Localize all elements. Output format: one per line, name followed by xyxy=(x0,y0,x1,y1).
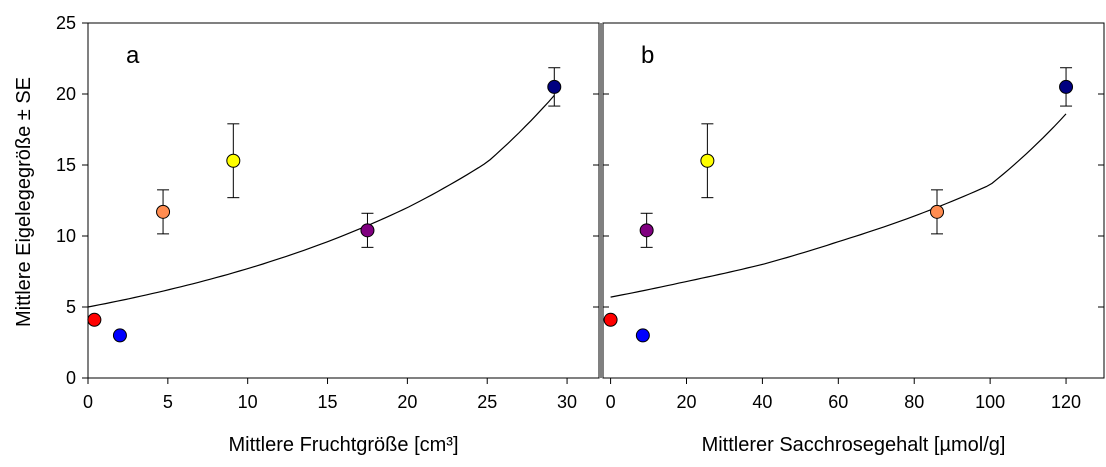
panel-b-x-tick-label: 100 xyxy=(975,392,1005,412)
panel-b-x-tick-label: 80 xyxy=(904,392,924,412)
panel-a-y-tick-label: 20 xyxy=(56,84,76,104)
panel-a-fit-curve xyxy=(87,95,555,308)
panel-a-y-tick-label: 0 xyxy=(66,368,76,388)
panel-b-data-point xyxy=(635,328,650,343)
panel-a-y-tick-label: 15 xyxy=(56,155,76,175)
y-axis-title: Mittlere Eigelegegröße ± SE xyxy=(13,77,35,327)
panel-a-x-tick-label: 20 xyxy=(397,392,417,412)
panel-a-data-point xyxy=(547,79,562,94)
panel-a-x-tick-label: 10 xyxy=(238,392,258,412)
panel-a-y-tick-label: 10 xyxy=(56,226,76,246)
panel-a-x-tick-label: 5 xyxy=(163,392,173,412)
panel-a-data-point xyxy=(112,328,127,343)
panel-a-data-point xyxy=(360,223,375,238)
panel-b-x-tick-label: 40 xyxy=(752,392,772,412)
panel-b-label: b xyxy=(641,42,654,69)
panel-b-x-tick-label: 120 xyxy=(1051,392,1081,412)
panel-a-data-point xyxy=(87,312,102,327)
panel-b-frame xyxy=(602,22,1105,379)
panel-b-data-point xyxy=(1059,79,1074,94)
panel-a-frame xyxy=(87,22,600,379)
panel-b-x-tick-label: 60 xyxy=(828,392,848,412)
panel-b-x-tick-label: 20 xyxy=(676,392,696,412)
panel-a-x-tick-label: 30 xyxy=(557,392,577,412)
panel-b-x-tick-label: 0 xyxy=(606,392,616,412)
panel-a-label: a xyxy=(126,42,140,69)
panel-a-x-axis-title: Mittlere Fruchtgröße [cm³] xyxy=(228,434,458,456)
panel-b-data-point xyxy=(639,223,654,238)
panel-a-y-tick-label: 25 xyxy=(56,13,76,33)
panel-b-data-point xyxy=(930,204,944,219)
panel-b-fit-curve xyxy=(610,113,1067,298)
panel-b-x-axis-title: Mittlerer Sacchrosegehalt [µmol/g] xyxy=(702,434,1006,456)
panel-a-x-tick-label: 0 xyxy=(83,392,93,412)
panel-a-x-tick-label: 15 xyxy=(318,392,338,412)
panel-a-y-tick-label: 5 xyxy=(66,297,76,317)
panel-a-x-tick-label: 25 xyxy=(477,392,497,412)
panel-b-data-point xyxy=(700,153,715,168)
panel-a-data-point xyxy=(226,153,241,168)
panel-b-data-point xyxy=(603,312,618,327)
panel-a-data-point xyxy=(156,204,171,219)
